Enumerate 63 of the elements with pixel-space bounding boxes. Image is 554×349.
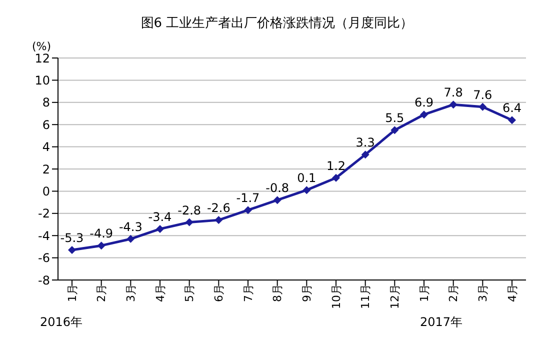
point — [185, 218, 194, 226]
data-label: -4.9 — [90, 226, 114, 241]
x-tick-label: 4月 — [506, 284, 519, 302]
y-tick-label: 10 — [34, 73, 50, 88]
x-tick-label: 5月 — [183, 284, 196, 302]
data-label: -4.3 — [118, 220, 142, 234]
point — [508, 116, 516, 124]
data-label: -1.7 — [236, 191, 260, 206]
data-label: 1.2 — [326, 158, 346, 173]
data-label: 7.6 — [473, 88, 492, 102]
data-label: -3.4 — [148, 210, 172, 224]
point — [68, 246, 76, 254]
y-axis-title: (%) — [32, 40, 52, 53]
data-label: -2.6 — [206, 201, 230, 216]
data-label: 6.9 — [414, 96, 434, 110]
data-label: -0.8 — [266, 181, 290, 196]
y-tick-label: 8 — [42, 96, 50, 110]
text: 2016年 — [40, 314, 83, 331]
point — [332, 174, 340, 182]
data-label: 5.5 — [385, 111, 404, 126]
x-tick-label: 6月 — [212, 284, 226, 302]
data-label: -5.3 — [60, 231, 84, 246]
data-label: 3.3 — [356, 136, 375, 150]
point — [126, 234, 135, 243]
chart-title: 图6 工业生产者出厂价格涨跌情况（月度同比） — [140, 15, 414, 32]
point — [156, 224, 164, 233]
x-tick-label: 9月 — [300, 284, 314, 302]
y-tick-label: -8 — [38, 273, 50, 288]
point — [302, 186, 311, 194]
x-tick-label: 8月 — [271, 284, 284, 302]
x-tick-label: 2月 — [95, 284, 108, 302]
x-tick-label: 7月 — [242, 284, 255, 302]
point — [273, 196, 282, 204]
x-tick-label: 10月 — [330, 284, 343, 309]
data-label: 0.1 — [297, 171, 316, 186]
point — [478, 102, 487, 111]
y-tick-label: -6 — [38, 251, 50, 266]
data-label: 7.8 — [444, 86, 463, 100]
y-tick-label: 0 — [42, 184, 50, 198]
text: 2017年 — [420, 314, 463, 331]
point — [420, 110, 428, 119]
point — [390, 126, 399, 134]
x-tick-label: 11月 — [359, 284, 372, 309]
x-tick-label: 1月 — [66, 284, 79, 302]
x-tick-label: 2月 — [447, 284, 460, 302]
y-tick-label: 12 — [34, 51, 50, 66]
x-tick-label: 3月 — [476, 284, 490, 302]
point — [361, 150, 370, 159]
y-tick-label: 4 — [42, 140, 50, 154]
x-tick-label: 4月 — [154, 284, 167, 302]
point — [214, 216, 223, 224]
x-tick-label: 12月 — [388, 284, 402, 309]
y-tick-label: 2 — [42, 162, 50, 176]
y-tick-label: 6 — [42, 118, 50, 132]
point — [97, 242, 106, 250]
point — [449, 100, 458, 109]
x-tick-label: 1月 — [418, 284, 431, 302]
point — [244, 206, 252, 214]
data-label: -2.8 — [178, 203, 202, 218]
y-tick-label: -2 — [38, 206, 50, 221]
y-tick-label: -4 — [38, 228, 50, 243]
x-tick-label: 3月 — [124, 284, 138, 302]
data-label: 6.4 — [502, 101, 522, 116]
